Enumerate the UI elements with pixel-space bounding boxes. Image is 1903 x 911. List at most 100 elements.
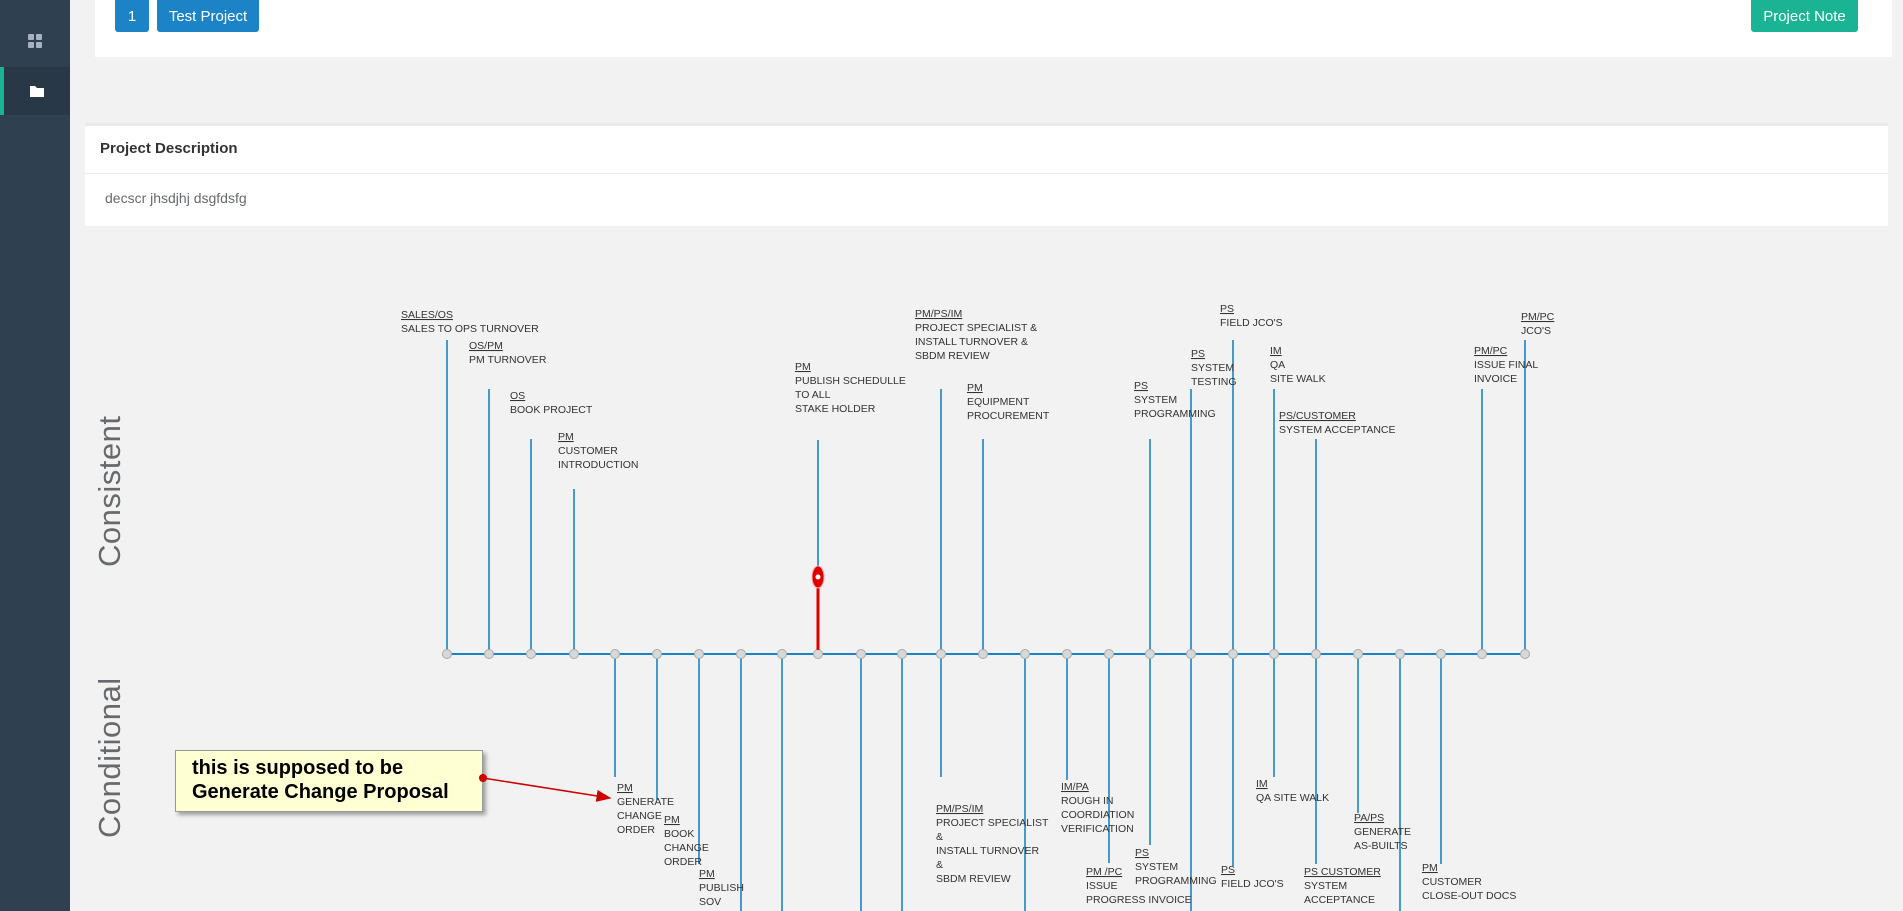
project-description-text: decscr jhsdjhj dsgfdsfg xyxy=(105,190,247,206)
folder-icon xyxy=(30,86,44,97)
task-role: IM/PA xyxy=(1061,781,1089,793)
bottom-task-label: PM/PS/IM PROJECT SPECIALIST & INSTALL TURNO… xyxy=(936,803,1049,885)
task-role: PS xyxy=(1134,380,1148,392)
task-label-line: CHANGE xyxy=(664,842,709,854)
dashboard-grid-icon xyxy=(28,34,42,48)
timeline-node xyxy=(694,649,704,659)
task-label-line: PUBLISH xyxy=(699,882,744,894)
annotation-callout: this is supposed to be Generate Change P… xyxy=(175,750,483,812)
project-number-button[interactable]: 1 xyxy=(115,0,149,32)
top-task-label: OS/PM PM TURNOVER xyxy=(469,340,547,366)
task-role: PA/PS xyxy=(1354,812,1384,824)
timeline-node xyxy=(1311,649,1321,659)
task-label-line: PROGRAMMING xyxy=(1135,875,1217,887)
bottom-task-label: IM/PA ROUGH IN COORDIATION VERIFICATION xyxy=(1061,781,1134,835)
bottom-task-label: IM QA SITE WALK xyxy=(1256,778,1329,804)
task-role: IM xyxy=(1270,345,1282,357)
annotation-line-2: Generate Change Proposal xyxy=(192,781,449,803)
task-label-line: INSTALL TURNOVER xyxy=(936,845,1039,857)
task-role: IM xyxy=(1256,778,1268,790)
panel-title: Project Description xyxy=(100,140,238,157)
task-label-line: COORDIATION xyxy=(1061,809,1134,821)
task-role: SALES/OS xyxy=(401,309,453,321)
timeline-node xyxy=(897,649,907,659)
task-label-line: INVOICE xyxy=(1474,373,1517,385)
timeline-node xyxy=(1395,649,1405,659)
task-label-line: CHANGE xyxy=(617,810,662,822)
task-label-line: ISSUE xyxy=(1086,880,1118,892)
top-task-label: PS FIELD JCO'S xyxy=(1220,303,1283,329)
current-position-pin-dot xyxy=(815,574,821,580)
task-role: PM xyxy=(617,782,633,794)
timeline-node xyxy=(569,649,579,659)
task-label-line: PROJECT SPECIALIST & xyxy=(915,322,1037,334)
top-task-label: PS/CUSTOMER SYSTEM ACCEPTANCE xyxy=(1279,410,1396,436)
task-label-line: TESTING xyxy=(1191,376,1237,388)
task-role: PM xyxy=(558,431,574,443)
timeline-node xyxy=(978,649,988,659)
task-label-line: ACCEPTANCE xyxy=(1304,894,1375,906)
task-role: PS xyxy=(1221,864,1235,876)
timeline-node xyxy=(1353,649,1363,659)
bottom-task-label: PM PUBLISH SOV xyxy=(699,868,744,908)
task-label-line: JCO'S xyxy=(1521,325,1551,337)
task-label-line: ROUGH IN xyxy=(1061,795,1114,807)
task-label-line: SBDM REVIEW xyxy=(936,873,1011,885)
project-description-panel: Project Description decscr jhsdjhj dsgfd… xyxy=(85,123,1888,226)
task-label-line: STAKE HOLDER xyxy=(795,403,876,415)
task-label-line: FIELD JCO'S xyxy=(1220,317,1283,329)
timeline-node xyxy=(652,649,662,659)
bottom-task-label: PS SYSTEM PROGRAMMING xyxy=(1135,847,1217,887)
bottom-task-label: PA/PS GENERATE AS-BUILTS xyxy=(1354,812,1411,852)
task-label-line: GENERATE xyxy=(1354,826,1411,838)
timeline-node xyxy=(1228,649,1238,659)
timeline-node xyxy=(1269,649,1279,659)
task-label-line: INSTALL TURNOVER & xyxy=(915,336,1028,348)
top-task-label: PM/PC JCO'S xyxy=(1521,311,1555,337)
task-role: PM/PC xyxy=(1474,345,1508,357)
task-role: PS CUSTOMER xyxy=(1304,866,1381,878)
bottom-task-label: PM BOOK CHANGE ORDER xyxy=(664,814,709,868)
task-role: PS xyxy=(1220,303,1234,315)
top-task-label: PM EQUIPMENT PROCUREMENT xyxy=(967,382,1050,422)
project-name-button[interactable]: Test Project xyxy=(157,0,259,32)
task-label-line: SYSTEM ACCEPTANCE xyxy=(1279,424,1396,436)
project-header-bar xyxy=(95,0,1892,57)
bottom-task-label: PM CUSTOMER CLOSE-OUT DOCS xyxy=(1422,862,1516,902)
timeline-node xyxy=(856,649,866,659)
task-label-line: ORDER xyxy=(664,856,702,868)
top-task-label: PM/PS/IM PROJECT SPECIALIST & INSTALL TURN… xyxy=(915,308,1037,362)
task-label-line: ISSUE FINAL xyxy=(1474,359,1538,371)
timeline-node xyxy=(1145,649,1155,659)
task-label-line: QA xyxy=(1270,359,1285,371)
sidebar-item-projects[interactable] xyxy=(0,67,70,115)
bottom-task-label: PM /PC ISSUE PROGRESS INVOICE xyxy=(1086,866,1192,906)
task-label-line: PM TURNOVER xyxy=(469,354,547,366)
project-note-button[interactable]: Project Note xyxy=(1751,0,1858,32)
task-label-line: GENERATE xyxy=(617,796,674,808)
timeline-node xyxy=(610,649,620,659)
task-label-line: EQUIPMENT xyxy=(967,396,1030,408)
task-label-line: BOOK PROJECT xyxy=(510,404,593,416)
timeline-node xyxy=(1477,649,1487,659)
task-label-line: & xyxy=(936,831,943,843)
task-role: PM/PS/IM xyxy=(936,803,983,815)
timeline-node xyxy=(526,649,536,659)
task-label-line: SOV xyxy=(699,896,721,908)
sidebar-item-dashboard[interactable] xyxy=(0,17,70,65)
task-role: PM/PS/IM xyxy=(915,308,962,320)
timeline-node xyxy=(1104,649,1114,659)
top-task-label: PS SYSTEM TESTING xyxy=(1191,348,1237,388)
timeline-node xyxy=(442,649,452,659)
task-label-line: QA SITE WALK xyxy=(1256,792,1329,804)
task-label-line: SYSTEM xyxy=(1304,880,1347,892)
top-task-label: PS SYSTEM PROGRAMMING xyxy=(1134,380,1216,420)
task-label-line: TO ALL xyxy=(795,389,831,401)
top-task-label: IM QA SITE WALK xyxy=(1270,345,1326,385)
task-role: OS xyxy=(510,390,525,402)
task-label-line: BOOK xyxy=(664,828,694,840)
task-label-line: SALES TO OPS TURNOVER xyxy=(401,323,539,335)
bottom-task-label: PS FIELD JCO'S xyxy=(1221,864,1284,890)
timeline-node xyxy=(484,649,494,659)
timeline-node xyxy=(777,649,787,659)
